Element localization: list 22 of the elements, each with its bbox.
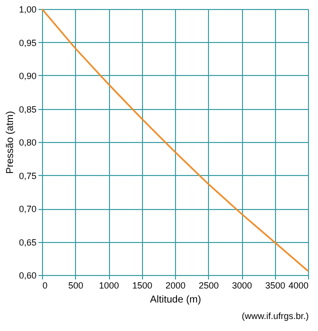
y-tick-label: 0,60 bbox=[18, 270, 36, 280]
text: (www.if.ufrgs.br.) bbox=[242, 311, 309, 321]
x-tick-label: 0 bbox=[42, 280, 48, 290]
y-tick-label: 0,95 bbox=[18, 38, 36, 48]
y-tick-label: 0,65 bbox=[18, 237, 36, 248]
x-tick-label: 2500 bbox=[198, 280, 219, 290]
y-tick-label: 1,00 bbox=[18, 4, 36, 14]
x-axis-title: Altitude (m) bbox=[150, 294, 202, 306]
y-tick-label: 0,90 bbox=[18, 71, 36, 81]
x-tick-label: 2000 bbox=[165, 280, 186, 290]
x-tick-label: 3000 bbox=[232, 280, 252, 290]
y-tick-label: 0,70 bbox=[18, 204, 36, 214]
x-tick-label: 1500 bbox=[132, 280, 152, 290]
y-tick-label: 0,85 bbox=[18, 104, 36, 114]
x-tick-label: 3500 bbox=[265, 280, 286, 290]
x-tick-label: 4000 bbox=[288, 280, 308, 290]
x-tick-label: 1000 bbox=[98, 280, 120, 290]
y-tick-label: 0,75 bbox=[18, 170, 36, 181]
x-tick-label: 500 bbox=[68, 280, 84, 290]
line-series bbox=[41, 8, 309, 272]
y-axis-title: Pressão (atm) bbox=[4, 111, 16, 174]
y-tick-label: 0,80 bbox=[18, 138, 36, 148]
